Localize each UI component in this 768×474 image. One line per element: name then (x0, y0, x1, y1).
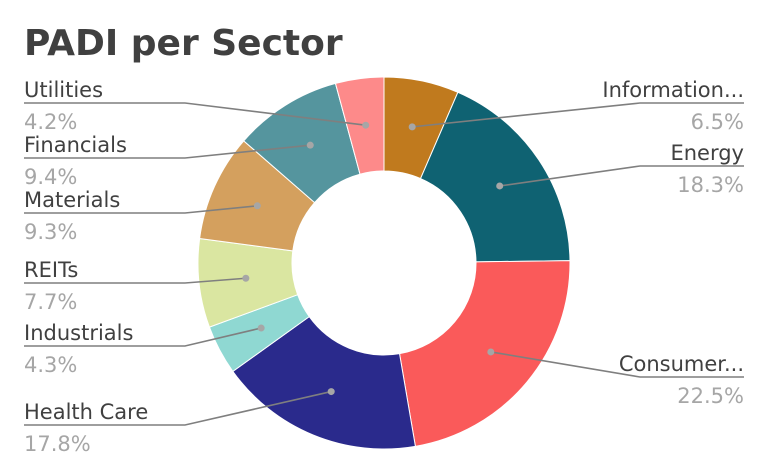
leader-line-reits (24, 277, 246, 284)
slice-label-industrials: Industrials (24, 321, 133, 345)
slice-label-reits: REITs (24, 258, 78, 282)
leader-dot-energy (496, 182, 504, 190)
slice-label-health-care: Health Care (24, 400, 148, 424)
slice-value-health-care: 17.8% (24, 432, 91, 456)
slice-label-consumer: Consumer... (619, 352, 744, 376)
leader-line-health-care (24, 390, 332, 426)
slice-label-energy: Energy (670, 141, 744, 165)
slice-value-industrials: 4.3% (24, 353, 77, 377)
leader-lines (24, 102, 744, 426)
slice-value-consumer: 22.5% (677, 384, 744, 408)
leader-dot-information (408, 123, 416, 131)
leader-line-industrials (24, 327, 262, 347)
leader-dot-utilities (362, 121, 370, 129)
leader-dot-materials (253, 202, 261, 210)
slice-value-materials: 9.3% (24, 220, 77, 244)
slice-value-information: 6.5% (691, 110, 744, 134)
slice-utilities (334, 76, 385, 175)
leader-dot-reits (242, 274, 250, 282)
leader-line-energy (499, 165, 744, 187)
slice-value-energy: 18.3% (677, 173, 744, 197)
slice-label-financials: Financials (24, 133, 127, 157)
slice-label-information: Information... (602, 78, 744, 102)
slice-label-utilities: Utilities (24, 78, 103, 102)
slice-label-materials: Materials (24, 188, 120, 212)
chart-title: PADI per Sector (24, 23, 343, 64)
donut-slices (197, 76, 571, 450)
leader-dot-consumer (487, 348, 495, 356)
slice-health-care (232, 315, 416, 450)
slice-value-financials: 9.4% (24, 165, 77, 189)
slice-value-reits: 7.7% (24, 290, 77, 314)
leader-line-consumer (490, 351, 744, 378)
leader-dot-health-care (327, 388, 335, 396)
leader-dot-industrials (257, 324, 265, 332)
leader-line-materials (24, 205, 258, 214)
slice-consumer (398, 260, 571, 447)
slice-labels: Information... 6.5% Energy 18.3% Consumer...… (24, 78, 744, 456)
slice-value-utilities: 4.2% (24, 110, 77, 134)
leader-line-information (412, 102, 744, 128)
leader-line-financials (24, 144, 311, 159)
leader-line-utilities (24, 102, 366, 127)
leader-dot-financials (306, 141, 314, 149)
slice-energy (419, 91, 571, 263)
